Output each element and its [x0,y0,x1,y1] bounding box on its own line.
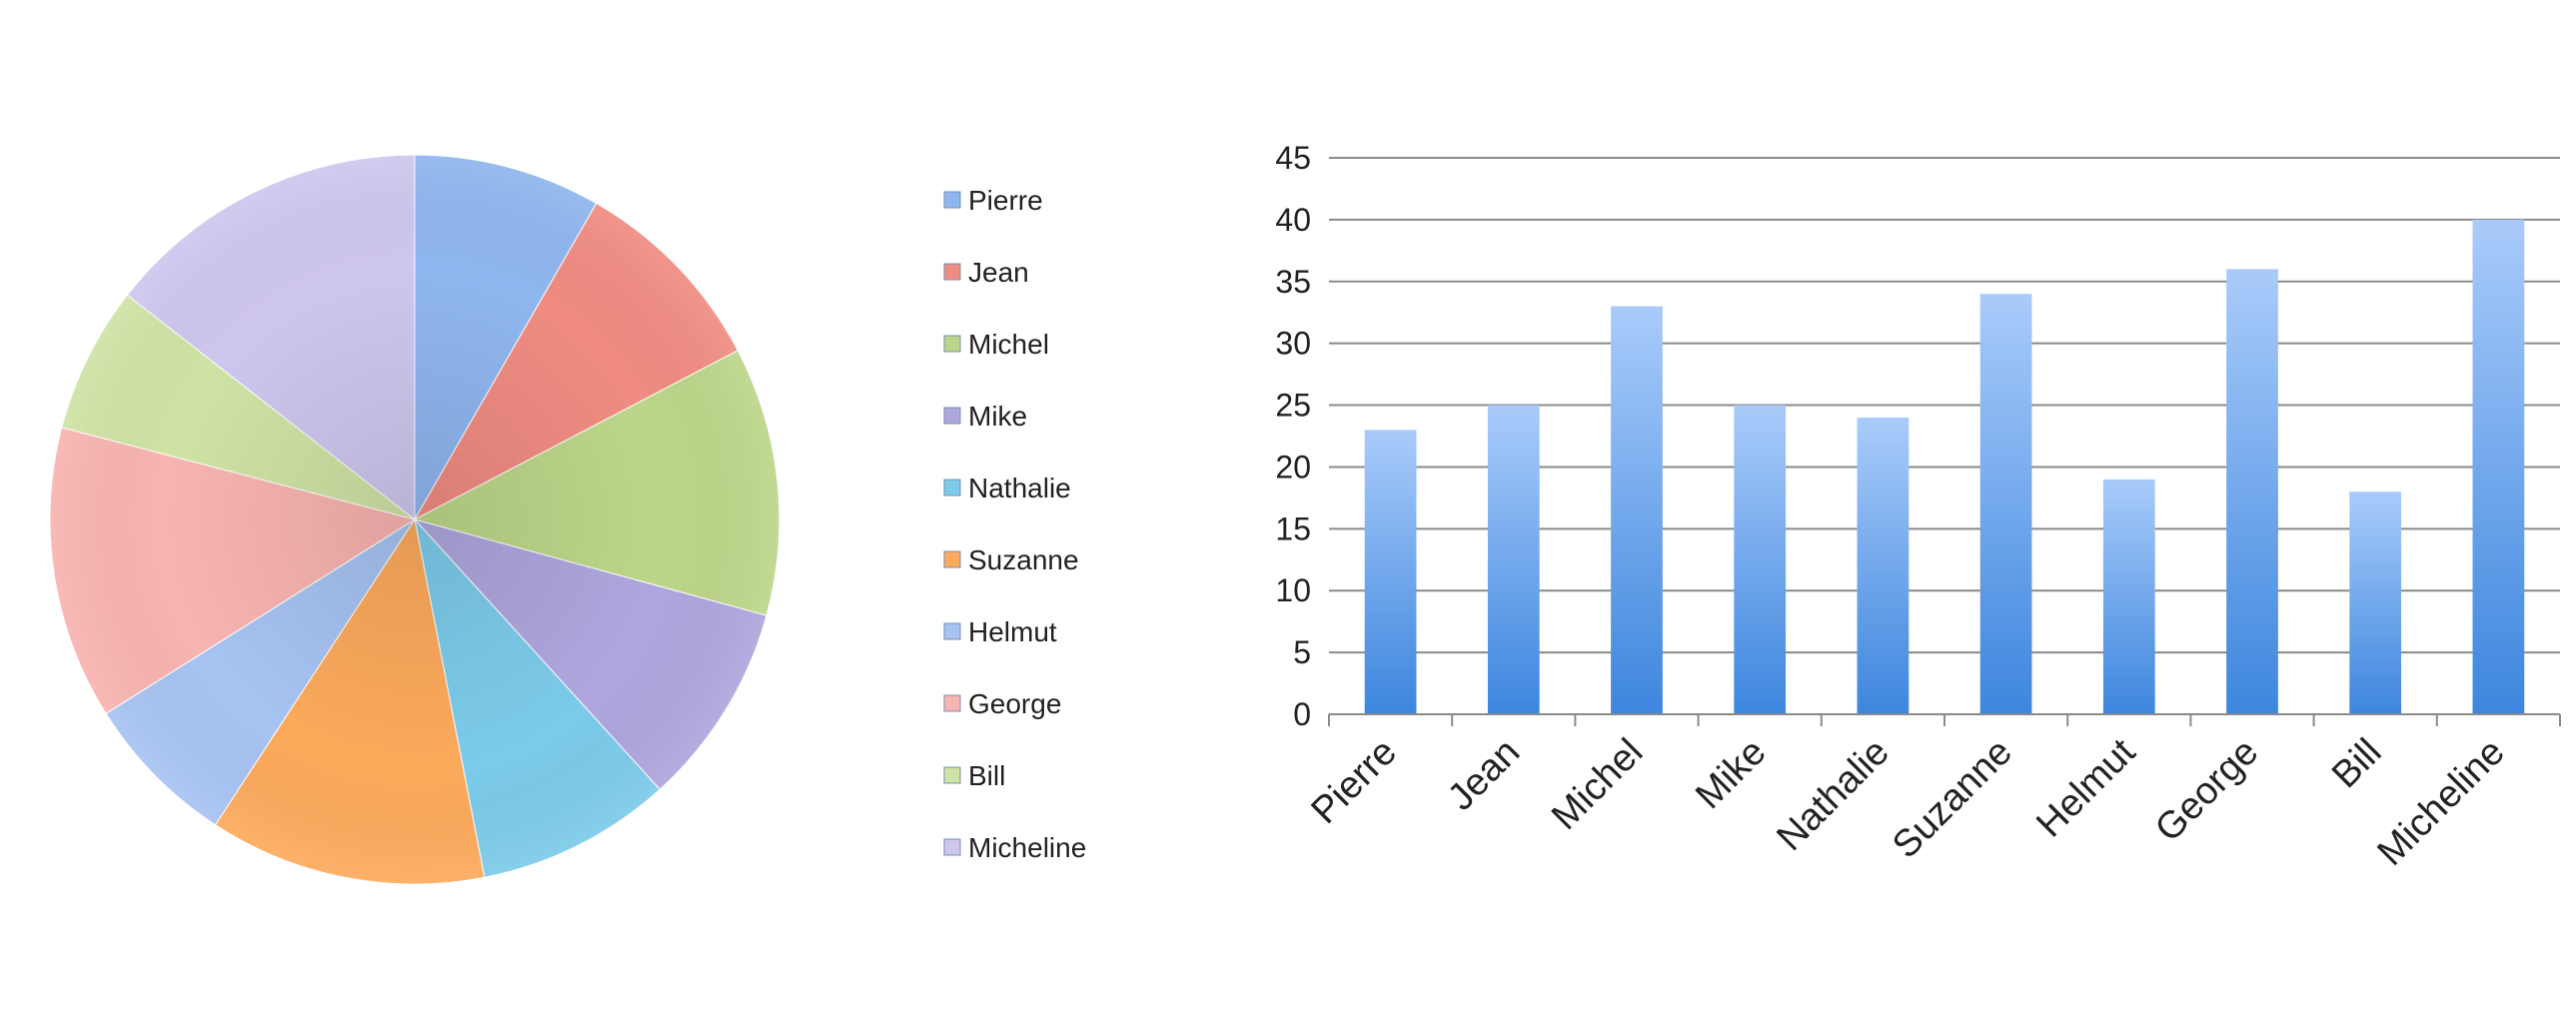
legend-swatch [943,335,961,353]
x-tick-label: Michel [1544,731,1651,838]
legend-item-mike: Mike [943,401,1027,432]
y-tick-label: 15 [1275,510,1311,546]
bar-pierre [1364,430,1417,714]
y-tick-label: 45 [1275,140,1311,176]
bar-helmut [2102,479,2155,714]
legend-item-pierre: Pierre [943,185,1043,216]
bar-nathalie [1857,417,1910,714]
legend-swatch [943,838,961,856]
y-tick-label: 30 [1275,326,1311,362]
pie-chart: Pierre Jean Michel Mike Nathalie Suzanne Helmu… [49,154,1086,885]
y-tick-label: 20 [1275,449,1311,485]
bar-x-axis [1328,713,2561,726]
pie-shading [50,155,779,884]
legend-label: Suzanne [968,544,1079,575]
x-tick-label: Micheline [2370,731,2513,874]
y-tick-label: 40 [1275,202,1311,238]
x-tick-label: Mike [1688,731,1774,817]
pie-legend: Pierre Jean Michel Mike Nathalie Suzanne Helmu… [943,185,1086,863]
bar-bars [1364,219,2525,714]
legend-label: Michel [968,329,1049,360]
legend-swatch [943,694,961,712]
legend-label: Pierre [968,185,1043,216]
legend-swatch [943,766,961,784]
y-tick-label: 5 [1293,634,1311,670]
bar-jean [1487,405,1540,714]
legend-swatch [943,622,961,640]
legend-item-micheline: Micheline [943,832,1086,863]
x-tick-label: Suzanne [1885,731,2020,867]
bar-chart: 0 5 10 15 20 25 30 35 40 45 Pierre Jean Michel MikeN… [1275,140,2561,874]
y-tick-label: 0 [1293,696,1311,732]
bar-suzanne [1979,294,2032,714]
legend-label: Micheline [968,832,1086,863]
legend-label: George [968,688,1061,719]
bar-micheline [2472,219,2525,714]
legend-swatch [943,550,961,568]
y-tick-label: 35 [1275,264,1311,300]
legend-item-bill: Bill [943,760,1005,791]
legend-swatch [943,407,961,425]
bar-mike [1734,405,1787,714]
legend-item-jean: Jean [943,257,1029,288]
x-tick-label: George [2147,731,2266,850]
legend-item-nathalie: Nathalie [943,473,1071,504]
legend-label: Helmut [968,616,1057,647]
bar-bill [2349,492,2402,714]
x-tick-label: Bill [2324,731,2390,797]
bar-michel [1611,306,1663,714]
x-tick-label: Pierre [1304,731,1405,832]
bar-y-tick-labels: 0 5 10 15 20 25 30 35 40 45 [1275,140,1311,732]
legend-item-helmut: Helmut [943,616,1057,647]
y-tick-label: 25 [1275,388,1311,424]
y-tick-label: 10 [1275,572,1311,608]
legend-label: Mike [968,401,1027,432]
legend-label: Nathalie [968,473,1071,504]
legend-label: Bill [968,760,1005,791]
x-tick-label: Helmut [2028,730,2143,845]
legend-swatch [943,479,961,497]
legend-label: Jean [968,257,1029,288]
x-tick-label: Jean [1440,731,1528,819]
legend-item-george: George [943,688,1061,719]
legend-item-suzanne: Suzanne [943,544,1079,575]
x-tick-label: Nathalie [1769,731,1897,859]
legend-item-michel: Michel [943,329,1049,360]
legend-swatch [943,263,961,281]
bar-george [2226,269,2278,714]
legend-swatch [943,191,961,209]
